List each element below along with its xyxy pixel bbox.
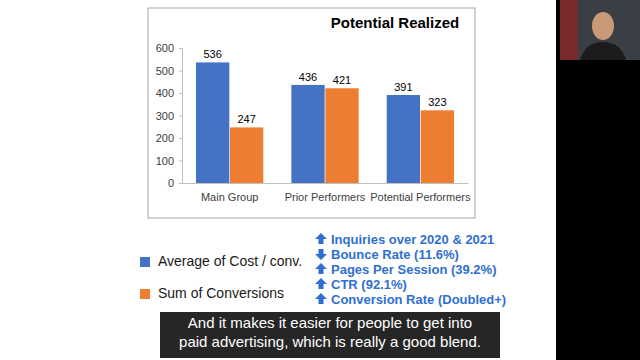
x-tick-label: Main Group [201,191,258,203]
data-labels: 536 436 391 247 421 323 [203,48,446,125]
caption-line: paid advertising, which is really a good… [179,333,481,350]
y-tick: 100 [156,155,182,167]
y-tick: 600 [156,42,182,54]
y-tick-mark [179,161,182,162]
y-tick: 400 [156,87,182,99]
y-tick-label: 300 [156,110,174,122]
bar [230,127,263,183]
caption-line: And it makes it easier for people to get… [188,314,472,331]
bullet-text: Conversion Rate (Doubled+) [331,292,506,307]
bar-series [196,62,420,183]
y-tick: 200 [156,132,182,144]
y-tick: 500 [156,65,182,77]
data-label: 391 [394,81,412,93]
bars [196,62,454,183]
webcam-face [592,12,614,40]
y-axis: 0 100 200 300 400 500 600 [156,42,183,189]
legend-label: Sum of Conversions [158,285,284,301]
arrow-up [315,293,327,304]
y-tick-label: 500 [156,65,174,77]
bar [421,110,454,183]
legend-label: Average of Cost / conv. [158,253,302,269]
legend-item: Sum of Conversions [140,285,284,301]
data-label: 247 [237,113,255,125]
y-tick: 0 [168,177,182,189]
slide [0,0,556,360]
webcam-wall [560,0,578,60]
x-tick: Main Group [201,183,258,203]
y-tick-mark [179,48,182,49]
page: Potential Realized 0 100 200 300 400 500 600 Mai… [0,0,640,360]
y-tick-label: 0 [168,177,174,189]
y-tick-label: 600 [156,42,174,54]
bullet-text: Bounce Rate (11.6%) [331,247,459,262]
y-tick-mark [179,183,182,184]
bullet-text: CTR (92.1%) [331,277,407,292]
arrow-up [315,278,327,289]
data-label: 421 [333,74,351,86]
data-label: 323 [428,96,446,108]
arrow-up [315,263,327,274]
arrow-down [315,249,327,260]
caption-background [160,312,500,358]
bullet-text: Inquiries over 2020 & 2021 [331,232,494,247]
y-tick-mark [179,71,182,72]
x-axis: Main Group Prior Performers Potential Perf… [183,183,471,203]
arrow-up [315,233,327,244]
webcam-body [580,42,626,60]
x-axis-line [183,183,469,184]
x-tick: Prior Performers [285,183,366,203]
y-tick-mark [179,93,182,94]
x-tick-label: Prior Performers [285,191,366,203]
x-tick-label: Potential Performers [370,191,471,203]
legend-swatch [140,289,150,299]
legend: Average of Cost / conv. Sum of Conversion… [140,253,302,301]
caption: And it makes it easier for people to get… [160,312,500,358]
x-tick: Potential Performers [370,183,471,203]
webcam [560,0,640,60]
bullet-text: Pages Per Session (39.2%) [331,262,496,277]
legend-item: Average of Cost / conv. [140,253,302,269]
data-label: 436 [299,71,317,83]
y-tick-label: 200 [156,132,174,144]
y-tick-mark [179,116,182,117]
bar [325,88,358,183]
y-axis-line [179,49,183,184]
bar-series [230,88,454,183]
y-tick-mark [179,138,182,139]
chart-title: Potential Realized [331,14,459,31]
legend-swatch [140,257,150,267]
y-tick-label: 100 [156,155,174,167]
data-label: 536 [203,48,221,60]
bar [387,95,420,183]
chart-frame [148,8,475,218]
bullet-list: Inquiries over 2020 & 2021Bounce Rate (1… [315,232,506,307]
webcam-background [560,0,640,60]
y-tick: 300 [156,110,182,122]
y-tick-label: 400 [156,87,174,99]
bar [291,85,324,183]
bar [196,62,229,183]
